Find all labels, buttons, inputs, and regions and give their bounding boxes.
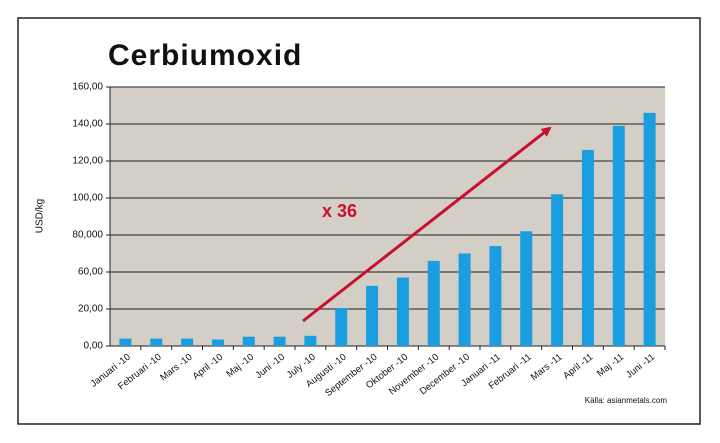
bar (211, 339, 224, 346)
y-tick-label: 20,00 (78, 304, 103, 315)
bar (427, 260, 440, 346)
bar (335, 308, 348, 346)
bar (242, 336, 255, 346)
trend-arrow (302, 126, 552, 323)
y-tick-label: 0,00 (84, 341, 104, 352)
y-tick-label: 120,00 (72, 156, 103, 167)
bar (304, 335, 317, 346)
y-tick-label: 80,000 (72, 230, 103, 241)
bar (612, 125, 625, 346)
bar (150, 338, 163, 346)
y-tick-label: 140,00 (72, 119, 103, 130)
chart-title: Cerbiumoxid (108, 39, 302, 72)
bar (396, 277, 409, 346)
bar (520, 231, 533, 346)
plot-area (110, 87, 665, 346)
bar (643, 112, 656, 347)
bar (181, 338, 194, 346)
y-tick-label: 100,00 (72, 193, 103, 204)
bar (551, 194, 564, 346)
bar (273, 336, 286, 346)
bar (366, 285, 379, 346)
y-tick-label: 60,00 (78, 267, 103, 278)
bar (119, 338, 132, 346)
y-tick-label: 160,00 (72, 82, 103, 93)
bar (581, 149, 594, 346)
y-axis-label: USD/kg (35, 199, 46, 233)
source: Källa: asianmetals.com (585, 396, 668, 405)
bar (489, 246, 502, 346)
bar (458, 253, 471, 346)
annotation: x 36 (322, 201, 357, 221)
